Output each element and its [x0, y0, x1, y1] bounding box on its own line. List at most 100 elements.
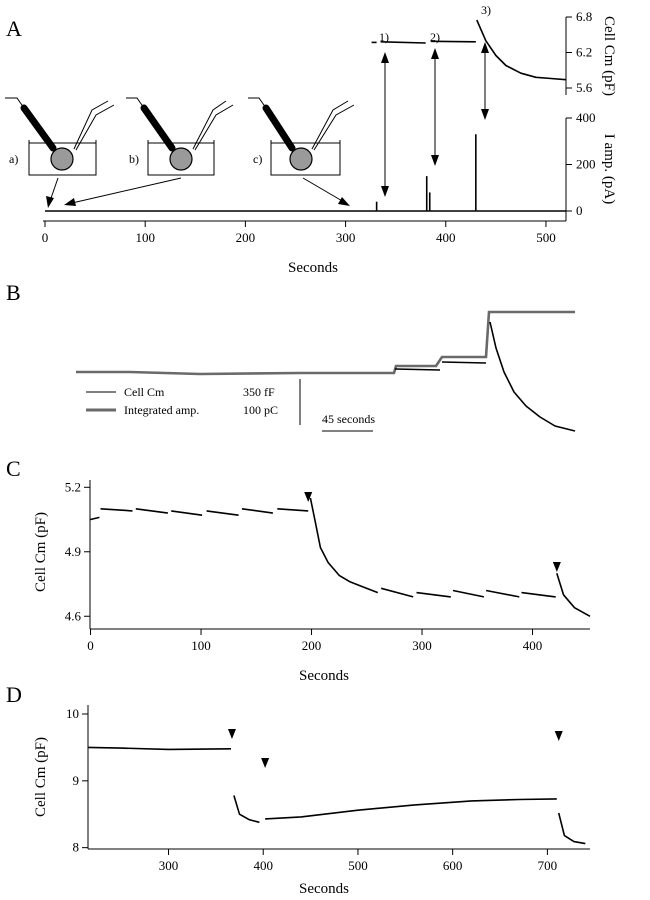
panel-a-current-ticks: 0 200 400	[566, 110, 596, 218]
panel-d-segment	[265, 798, 557, 820]
panel-a-x-tick-label: 300	[336, 230, 356, 245]
panel-c-y-label: Cell Cm (pF)	[33, 512, 49, 592]
panel-a-current-trace	[45, 134, 566, 212]
panel-c-segment	[206, 510, 239, 516]
panel-c-segment	[452, 589, 485, 598]
panel-label-c: C	[6, 456, 21, 481]
panel-a-cm-tick-label: 6.8	[576, 9, 592, 24]
panel-a-x-tick-label: 100	[135, 230, 155, 245]
panel-b-cell-cm-decay	[489, 321, 576, 432]
panel-d-x-tick-label: 700	[538, 858, 558, 873]
inset-a-label: a)	[9, 152, 18, 166]
inset-b-label: b)	[129, 152, 139, 166]
panel-c-x-ticks: 0 100 200 300 400	[87, 629, 542, 653]
panel-c-segment	[380, 587, 414, 598]
panel-d-y-ticks: 8 9 10	[66, 706, 88, 855]
panel-a: A 0 100 200 300 400 500 5.6 6.2 6.8 0 200 400 Sec…	[5, 3, 617, 276]
panel-c-segment	[309, 497, 379, 594]
inset-c-label: c)	[253, 152, 262, 166]
panel-a-cm-tick-label: 6.2	[576, 45, 592, 60]
panel-d-segment	[557, 812, 586, 845]
panel-c-segment	[277, 508, 309, 512]
panel-c-arrowhead	[304, 492, 313, 502]
panel-a-cm-label: Cell Cm (pF)	[601, 16, 617, 96]
panel-a-current-tick-label: 400	[576, 110, 596, 125]
panel-c-y-tick-label: 4.9	[65, 544, 81, 559]
panel-a-x-label: Seconds	[288, 260, 338, 276]
panel-a-cm-tick-label: 5.6	[576, 80, 593, 95]
panel-c-trace	[90, 497, 591, 617]
panel-b-cell-cm-trace	[394, 368, 441, 371]
panel-a-cm-ticks: 5.6 6.2 6.8	[566, 9, 593, 95]
panel-b-cell-cm-step-2	[441, 361, 487, 364]
panel-d-y-label: Cell Cm (pF)	[33, 737, 49, 817]
panel-c-segment	[416, 591, 451, 598]
panel-c-segment	[171, 510, 203, 516]
inset-pointer-arrows	[46, 177, 350, 208]
panel-d-segment	[233, 795, 260, 824]
panel-a-cm-segment	[476, 19, 567, 81]
panel-d-y-tick-label: 8	[73, 840, 80, 855]
panel-d-stimulus-markers	[227, 729, 563, 768]
panel-a-x-tick-label: 400	[436, 230, 456, 245]
panel-label-d: D	[6, 682, 22, 707]
panel-c-y-tick-label: 5.2	[65, 479, 81, 494]
panel-b-integrated-amp-trace	[76, 310, 575, 376]
panel-a-x-tick-label: 500	[536, 230, 556, 245]
panel-a-cm-segment	[430, 40, 476, 43]
inset-c: c)	[248, 97, 355, 176]
inset-b: b)	[126, 97, 234, 176]
panel-c-segment	[135, 508, 169, 514]
panel-d-x-tick-label: 400	[253, 858, 273, 873]
panel-c-arrowhead	[552, 562, 561, 572]
panel-c-x-tick-label: 300	[412, 638, 432, 653]
panel-c-segment	[90, 516, 100, 521]
panel-c-x-tick-label: 100	[191, 638, 211, 653]
panel-c-x-tick-label: 200	[302, 638, 322, 653]
panel-d-arrowhead	[554, 731, 563, 741]
time-scale-label: 45 seconds	[322, 412, 375, 426]
panel-label-a: A	[6, 16, 22, 41]
panel-d-arrowhead	[227, 729, 236, 739]
panel-a-cm-segment	[380, 41, 426, 44]
panel-a-current-label: I amp. (pA)	[601, 134, 617, 204]
legend-label-integrated-amp: Integrated amp.	[124, 403, 199, 417]
panel-a-cm-trace	[371, 19, 567, 81]
panel-d-x-tick-label: 300	[159, 858, 179, 873]
panel-a-x-tick-label: 0	[42, 230, 49, 245]
panel-d-x-tick-label: 600	[443, 858, 463, 873]
panel-c-y-ticks: 4.6 4.9 5.2	[65, 479, 90, 623]
panel-c-segment	[521, 591, 556, 598]
panel-a-event-3: 3)	[481, 3, 491, 17]
panel-c-x-tick-label: 0	[87, 638, 94, 653]
panel-d-y-tick-label: 9	[73, 773, 80, 788]
panel-c-segment	[485, 589, 520, 598]
panel-d-y-tick-label: 10	[66, 706, 79, 721]
panel-a-current-tick-label: 0	[576, 203, 583, 218]
panel-c-x-tick-label: 400	[523, 638, 543, 653]
panel-d: D 300 400 500 600 700 8 9 10 Seconds Cell Cm (…	[6, 682, 590, 897]
panel-a-event-1: 1)	[379, 30, 389, 44]
panel-d-trace	[87, 746, 586, 845]
panel-a-current-tick-label: 200	[576, 157, 596, 172]
panel-a-double-arrows	[381, 42, 489, 197]
inset-a: a)	[5, 97, 115, 176]
panel-a-x-ticks: 0 100 200 300 400 500	[42, 221, 556, 245]
panel-c-y-tick-label: 4.6	[65, 608, 82, 623]
panel-d-x-ticks: 300 400 500 600 700	[159, 849, 557, 873]
panel-c-segment	[556, 573, 591, 617]
legend-scale-integrated-amp: 100 pC	[243, 403, 278, 417]
panel-d-x-tick-label: 500	[348, 858, 368, 873]
panel-d-segment	[87, 746, 232, 751]
panel-a-event-2: 2)	[430, 30, 440, 44]
panel-c-stimulus-markers	[304, 492, 561, 572]
panel-label-b: B	[6, 280, 21, 305]
legend-scale-cell-cm: 350 fF	[243, 385, 275, 399]
panel-c-segment	[100, 508, 133, 512]
panel-c: C 0 100 200 300 400 4.6 4.9 5.2 Seconds Cell C…	[6, 456, 591, 684]
panel-b: B Cell Cm 350 fF Integrated amp. 100 pC …	[6, 280, 576, 432]
panel-c-segment	[241, 508, 274, 514]
legend-label-cell-cm: Cell Cm	[124, 385, 165, 399]
panel-c-x-label: Seconds	[299, 668, 349, 684]
